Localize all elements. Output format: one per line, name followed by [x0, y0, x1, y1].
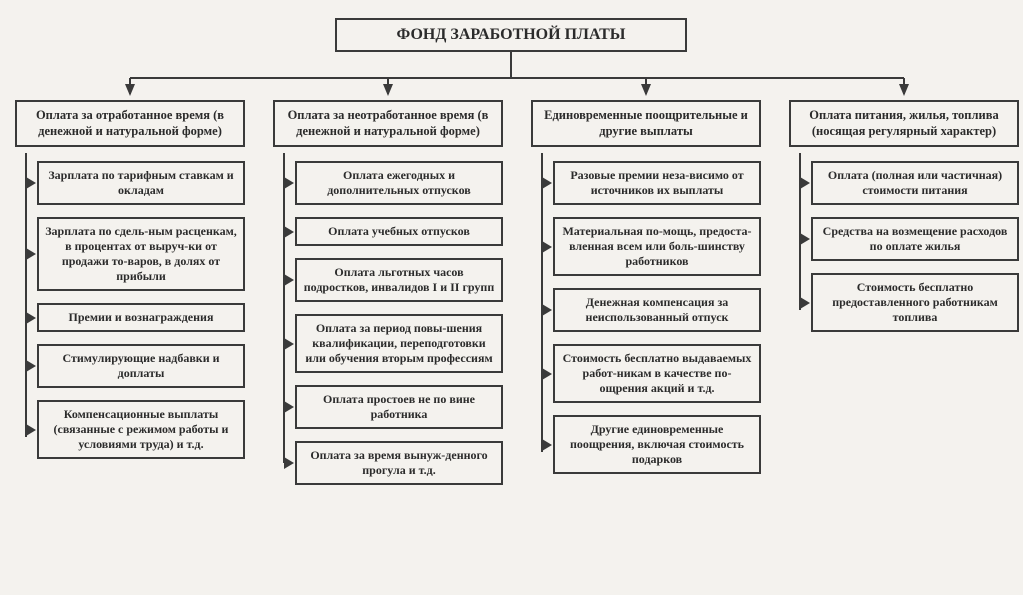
leaf-node: Оплата за период повы-шения квалификации… — [295, 314, 503, 373]
branch-head: Оплата питания, жилья, топлива (носящая … — [789, 100, 1019, 147]
leaf-node: Материальная по-мощь, предоста-вленная в… — [553, 217, 761, 276]
branch-items: Зарплата по тарифным ставкам и окладам За… — [15, 161, 245, 459]
leaf-node: Оплата учебных отпусков — [295, 217, 503, 246]
leaf-node: Зарплата по сдель-ным расценкам, в проце… — [37, 217, 245, 291]
branch-items: Разовые премии неза-висимо от источников… — [531, 161, 761, 474]
leaf-node: Оплата (полная или частичная) стоимости … — [811, 161, 1019, 205]
root-label: ФОНД ЗАРАБОТНОЙ ПЛАТЫ — [397, 26, 626, 43]
leaf-node: Компенсационные выплаты (связанные с реж… — [37, 400, 245, 459]
branch-items: Оплата ежегодных и дополнительных отпуск… — [273, 161, 503, 485]
leaf-node: Разовые премии неза-висимо от источников… — [553, 161, 761, 205]
leaf-node: Другие единовременные поощрения, включая… — [553, 415, 761, 474]
leaf-node: Стоимость бесплатно предоставленного раб… — [811, 273, 1019, 332]
leaf-node: Оплата за время вынуж-денного прогула и … — [295, 441, 503, 485]
leaf-node: Премии и вознаграждения — [37, 303, 245, 332]
leaf-node: Денежная компенсация за неиспользованный… — [553, 288, 761, 332]
leaf-node: Стимулирующие надбавки и доплаты — [37, 344, 245, 388]
branch-0: Оплата за отработанное время (в денежной… — [15, 100, 245, 471]
leaf-node: Средства на возмещение расходов по оплат… — [811, 217, 1019, 261]
leaf-node: Оплата простоев не по вине работника — [295, 385, 503, 429]
branch-items: Оплата (полная или частичная) стоимости … — [789, 161, 1019, 332]
leaf-node: Оплата ежегодных и дополнительных отпуск… — [295, 161, 503, 205]
branch-head: Единовременные поощрительные и другие вы… — [531, 100, 761, 147]
branch-3: Оплата питания, жилья, топлива (носящая … — [789, 100, 1019, 344]
leaf-node: Оплата льготных часов подростков, инвали… — [295, 258, 503, 302]
branch-head: Оплата за отработанное время (в денежной… — [15, 100, 245, 147]
branch-2: Единовременные поощрительные и другие вы… — [531, 100, 761, 486]
branch-1: Оплата за неотработанное время (в денежн… — [273, 100, 503, 497]
root-node: ФОНД ЗАРАБОТНОЙ ПЛАТЫ — [335, 18, 687, 52]
leaf-node: Стоимость бесплатно выдаваемых работ-ник… — [553, 344, 761, 403]
branch-head: Оплата за неотработанное время (в денежн… — [273, 100, 503, 147]
leaf-node: Зарплата по тарифным ставкам и окладам — [37, 161, 245, 205]
